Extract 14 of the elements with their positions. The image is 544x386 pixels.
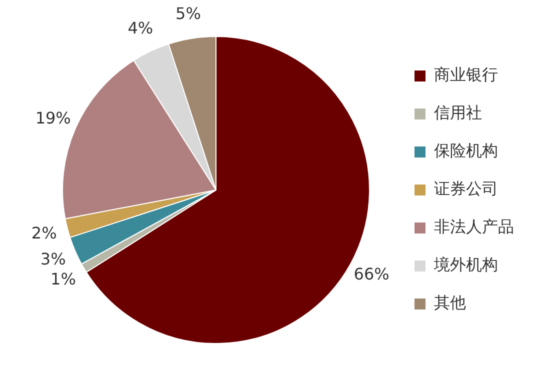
legend-label: 境外机构 — [433, 255, 498, 274]
legend-label: 其他 — [434, 293, 466, 312]
legend-label: 信用社 — [434, 103, 482, 122]
data-label: 19% — [35, 108, 71, 128]
legend-label: 商业银行 — [434, 65, 498, 84]
data-label: 66% — [354, 264, 390, 284]
data-label: 5% — [176, 4, 201, 23]
data-label: 3% — [40, 250, 66, 269]
legend-label: 证券公司 — [434, 179, 498, 198]
legend-label: 保险机构 — [434, 141, 498, 160]
legend-label: 非法人产品 — [434, 217, 514, 236]
data-label: 1% — [50, 270, 76, 289]
data-label: 2% — [31, 223, 57, 242]
data-label: 4% — [128, 18, 154, 38]
